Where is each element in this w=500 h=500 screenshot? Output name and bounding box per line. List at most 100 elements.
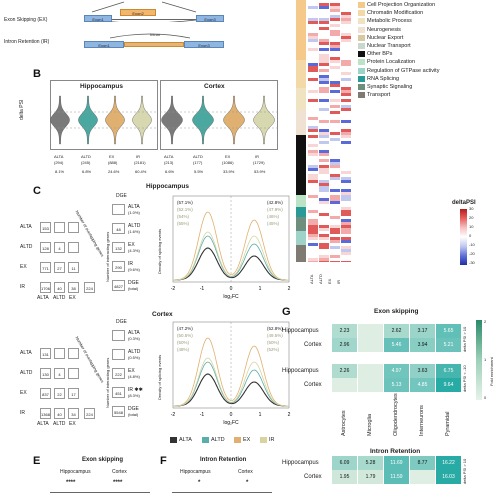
heatmap-cell [308, 114, 318, 117]
violin-plots [50, 95, 278, 145]
panel-g-exon-title: Exon skipping [374, 308, 419, 315]
heatmap-cell [308, 21, 318, 24]
heatmap-cell [308, 81, 318, 84]
colorbar-tick: -30 [469, 260, 475, 265]
cortex-matrix-row-ex: EX [20, 390, 27, 396]
heatmap-cell [330, 246, 340, 249]
b-left-count-3: (2181) [134, 160, 146, 165]
b-right-cat-0: ALTA [164, 154, 174, 159]
heatmap-category-strip [296, 0, 306, 60]
heatmap-cell [330, 3, 340, 6]
heatmap-cell [341, 210, 351, 213]
heatmap-category-strip [296, 135, 306, 195]
hip-matrix-cell: 11 [68, 262, 79, 273]
heatmap-cell [308, 132, 318, 135]
cortex-matrix-col-alta: ALTA [37, 421, 49, 427]
hip-right-pct: (45%) [267, 221, 280, 226]
heatmap-cell [319, 24, 329, 27]
heatmap-cell [330, 6, 340, 9]
heatmap-cell [330, 147, 340, 150]
heatmap-cell [319, 126, 329, 129]
hip-dge-name: DGE [128, 280, 139, 286]
hip-dge-name: ALTD [128, 223, 141, 229]
heatmap-cell [308, 108, 318, 111]
heatmap-cell [319, 48, 329, 51]
heatmap-cell [330, 144, 340, 147]
heatmap-cell [308, 0, 318, 3]
heatmap-cell [319, 240, 329, 243]
violin [105, 95, 125, 145]
heatmap-cell [341, 201, 351, 204]
b-right-pct-2: 33.9% [223, 169, 235, 174]
heatmap-cell [308, 135, 318, 138]
panel-f-title: Intron Retention [200, 457, 247, 463]
heatmap-cell [308, 72, 318, 75]
heatmap-cell [308, 51, 318, 54]
heatmap-cell [319, 183, 329, 186]
heatmap-cell [330, 66, 340, 69]
heatmap-cell [319, 42, 329, 45]
cortex-dge-pct: (8.3%) [128, 393, 140, 398]
heatmap-cell [330, 150, 340, 153]
heatmap-col-ir: IR [336, 280, 341, 284]
heatmap-cell [330, 42, 340, 45]
g-scale-tick: 2 [484, 319, 487, 324]
b-left-pct-2: 24.6% [108, 169, 120, 174]
heatmap-cell [319, 216, 329, 219]
panel-e-stars-cortex: **** [113, 480, 123, 486]
g-column-label: Microglia [367, 413, 373, 436]
hip-matrix-cell: 38 [68, 282, 79, 293]
heatmap-cell [341, 231, 351, 234]
heatmap-cell [319, 192, 329, 195]
heatmap-cell [330, 255, 340, 258]
hip-matrix-cell: 1706 [40, 282, 51, 293]
go-legend-swatch [358, 18, 365, 25]
heatmap-cell [330, 48, 340, 51]
heatmap-cell [330, 102, 340, 105]
cortex-right-pct: (52.8%) [267, 326, 283, 331]
heatmap-cell [308, 204, 318, 207]
g-exon2-cell: 6.75 [436, 364, 461, 378]
g-exon-block2-label: delta PSI < -10 [462, 365, 467, 392]
heatmap-cell [330, 231, 340, 234]
hippocampus-violin-title: Hippocampus [80, 83, 123, 90]
heatmap-cell [308, 105, 318, 108]
g-intron-cell: 1.95 [332, 470, 357, 484]
heatmap-cell [308, 3, 318, 6]
heatmap-cell [319, 255, 329, 258]
heatmap-cell [319, 252, 329, 255]
hip-dge-count: 290 [112, 261, 125, 272]
heatmap-cell [319, 201, 329, 204]
heatmap-cell [341, 57, 351, 60]
go-legend-label: Transport [367, 92, 391, 99]
heatmap-cell [319, 30, 329, 33]
g-exon2-cell: 2.26 [332, 364, 357, 378]
go-legend-swatch [358, 2, 365, 8]
cortex-matrix-row-altd: ALTD [20, 370, 33, 376]
g-intron-row-label: Hippocampus [282, 460, 319, 466]
hip-right-pct: (42.8%) [267, 200, 283, 205]
heatmap-cell [308, 186, 318, 189]
heatmap-cell [341, 111, 351, 114]
heatmap-cell [341, 45, 351, 48]
heatmap-cell [319, 225, 329, 228]
heatmap-cell [308, 87, 318, 90]
heatmap-cell [341, 27, 351, 30]
go-legend-swatch [358, 43, 365, 49]
heatmap-col-ex: EX [327, 278, 332, 284]
heatmap-category-strip [296, 88, 306, 110]
heatmap-cell [319, 222, 329, 225]
ir-exon1-box: Exon1 [84, 41, 124, 48]
heatmap-cell [319, 36, 329, 39]
exon-skipping-label: Exon Skipping (EX) [4, 17, 48, 23]
heatmap-cell [330, 228, 340, 231]
go-legend-label: Metabolic Process [367, 18, 412, 25]
g-intron-cell: 16.22 [436, 456, 461, 470]
panel-f-stars-hippocampus: * [198, 480, 201, 486]
cortex-x-label: log₂FC [223, 420, 239, 426]
g-exon1-cell: 3.17 [410, 324, 435, 338]
heatmap-cell [319, 0, 329, 3]
violin [161, 95, 183, 145]
heatmap-cell [308, 174, 318, 177]
g-intron-cell: 6.09 [332, 456, 357, 470]
